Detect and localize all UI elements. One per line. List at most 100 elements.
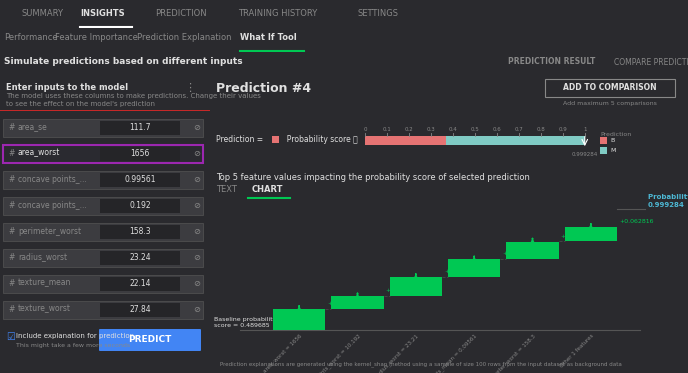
- Text: texture_mean: texture_mean: [18, 279, 72, 288]
- Text: ADD TO COMPARISON: ADD TO COMPARISON: [563, 84, 657, 93]
- Text: Enter inputs to the model: Enter inputs to the model: [6, 83, 128, 92]
- Text: #: #: [8, 304, 14, 313]
- Text: area_worst = 1656: area_worst = 1656: [262, 333, 303, 373]
- Bar: [100, 121, 180, 135]
- Text: concave points_...: concave points_...: [18, 175, 87, 184]
- Text: Other 1 features: Other 1 features: [559, 333, 594, 369]
- Text: 0: 0: [363, 127, 367, 132]
- Text: Include explanation for prediction: Include explanation for prediction: [16, 333, 134, 339]
- Text: ⋮: ⋮: [184, 83, 195, 93]
- Text: 0.5: 0.5: [471, 127, 480, 132]
- Text: 0.1: 0.1: [383, 127, 391, 132]
- Text: This might take a few more seconds: This might take a few more seconds: [16, 342, 130, 348]
- Text: Prediction Explanation: Prediction Explanation: [137, 34, 231, 43]
- Bar: [389, 277, 442, 297]
- Text: Prediction: Prediction: [600, 132, 632, 138]
- Text: TEXT: TEXT: [216, 185, 237, 194]
- Text: 0.4: 0.4: [449, 127, 458, 132]
- Text: Add maximum 5 comparisons: Add maximum 5 comparisons: [563, 101, 657, 107]
- FancyBboxPatch shape: [99, 329, 201, 351]
- Bar: [600, 147, 607, 154]
- Text: ⊘: ⊘: [193, 201, 200, 210]
- Text: 0.6: 0.6: [493, 127, 502, 132]
- Text: M: M: [610, 148, 615, 154]
- Text: PREDICT: PREDICT: [129, 335, 172, 345]
- Text: 0.192: 0.192: [129, 201, 151, 210]
- FancyBboxPatch shape: [3, 275, 203, 293]
- Text: area_se: area_se: [18, 122, 47, 132]
- Bar: [448, 259, 500, 277]
- FancyBboxPatch shape: [3, 119, 203, 137]
- Text: Concave points_worst = 10.192: Concave points_worst = 10.192: [296, 333, 361, 373]
- Text: Probability score =
0.999284: Probability score = 0.999284: [648, 194, 688, 208]
- Text: TRAINING HISTORY: TRAINING HISTORY: [238, 9, 317, 19]
- Text: +0.062816: +0.062816: [619, 219, 654, 224]
- FancyBboxPatch shape: [3, 301, 203, 319]
- Text: 0.2: 0.2: [405, 127, 413, 132]
- Text: Performance: Performance: [4, 34, 58, 43]
- Text: The model uses these columns to make predictions. Change their values
to see the: The model uses these columns to make pre…: [6, 93, 261, 107]
- Text: PREDICTION: PREDICTION: [155, 9, 206, 19]
- Text: B: B: [610, 138, 614, 144]
- Text: +0.091204: +0.091204: [327, 301, 362, 306]
- Text: Feature Importance: Feature Importance: [55, 34, 138, 43]
- Text: Prediction =: Prediction =: [216, 135, 266, 144]
- Text: CHART: CHART: [252, 185, 283, 194]
- Text: radius_worst: radius_worst: [18, 253, 67, 261]
- Text: Top 5 feature values impacting the probability score of selected prediction: Top 5 feature values impacting the proba…: [216, 173, 530, 182]
- Text: Baseline probability
score = 0.489685: Baseline probability score = 0.489685: [214, 317, 277, 328]
- Bar: [272, 136, 279, 143]
- Text: PREDICTION RESULT: PREDICTION RESULT: [508, 57, 595, 66]
- Bar: [447, 136, 585, 145]
- Text: ⊘: ⊘: [193, 122, 200, 132]
- Text: texture_worst: texture_worst: [18, 304, 71, 313]
- Text: +0.05444: +0.05444: [386, 288, 417, 294]
- Text: +0.083794: +0.083794: [444, 269, 479, 274]
- Text: 0.8: 0.8: [537, 127, 546, 132]
- Text: Prediction explanations are generated using the kernel_shap method using a sampl: Prediction explanations are generated us…: [220, 361, 622, 367]
- Bar: [100, 199, 180, 213]
- Bar: [100, 251, 180, 265]
- Text: What If Tool: What If Tool: [240, 34, 297, 43]
- Bar: [331, 297, 384, 309]
- Bar: [273, 309, 325, 330]
- Text: #: #: [8, 148, 14, 157]
- Text: Simulate predictions based on different inputs: Simulate predictions based on different …: [4, 57, 243, 66]
- Bar: [565, 227, 617, 241]
- Text: +0.0756: +0.0756: [561, 233, 588, 239]
- Text: 22.14: 22.14: [129, 279, 151, 288]
- Text: 158.3: 158.3: [129, 226, 151, 235]
- Text: 1656: 1656: [130, 148, 150, 157]
- Text: ⊘: ⊘: [193, 279, 200, 288]
- Text: radius_worst = 23.21: radius_worst = 23.21: [374, 333, 420, 373]
- Text: #: #: [8, 122, 14, 132]
- Text: SUMMARY: SUMMARY: [22, 9, 64, 19]
- Text: 27.84: 27.84: [129, 304, 151, 313]
- Text: #: #: [8, 201, 14, 210]
- Text: #: #: [8, 226, 14, 235]
- Text: COMPARE PREDICTIONS (2): COMPARE PREDICTIONS (2): [614, 57, 688, 66]
- Text: 23.24: 23.24: [129, 253, 151, 261]
- Text: 111.7: 111.7: [129, 122, 151, 132]
- Text: #: #: [8, 253, 14, 261]
- Text: #: #: [8, 279, 14, 288]
- Text: ⊘: ⊘: [193, 304, 200, 313]
- Text: 1: 1: [583, 127, 587, 132]
- Text: ⊘: ⊘: [193, 253, 200, 261]
- Bar: [600, 137, 607, 144]
- Text: perimeter_worst = 158.3: perimeter_worst = 158.3: [484, 333, 537, 373]
- FancyBboxPatch shape: [3, 145, 203, 163]
- FancyBboxPatch shape: [3, 171, 203, 189]
- Text: ⊘: ⊘: [193, 226, 200, 235]
- Bar: [0, 110, 210, 111]
- Text: 0.3: 0.3: [427, 127, 436, 132]
- Text: SETTINGS: SETTINGS: [357, 9, 398, 19]
- Text: INSIGHTS: INSIGHTS: [80, 9, 125, 19]
- Text: concave points_...: concave points_...: [18, 201, 87, 210]
- FancyBboxPatch shape: [3, 223, 203, 241]
- Text: 0.7: 0.7: [515, 127, 524, 132]
- FancyBboxPatch shape: [3, 197, 203, 215]
- Text: perimeter_worst: perimeter_worst: [18, 226, 81, 235]
- Bar: [365, 136, 447, 145]
- Text: Concave points_mean = 0.09561: Concave points_mean = 0.09561: [409, 333, 478, 373]
